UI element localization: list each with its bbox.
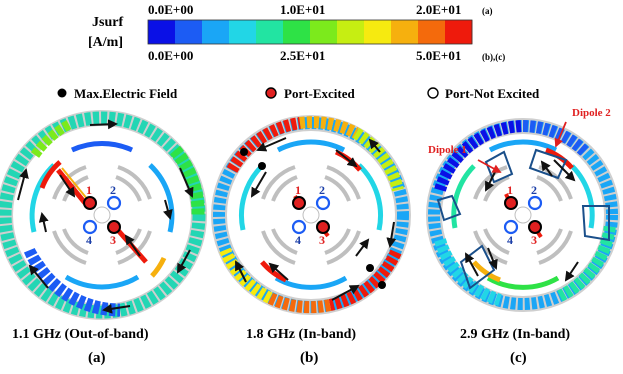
panel-caption: 1.1 GHz (Out-of-band) (12, 327, 149, 342)
legend-port-not-excited: Port-Not Excited (445, 86, 540, 101)
port-label-3: 3 (110, 233, 116, 247)
port-label-2: 2 (110, 183, 116, 197)
port-2 (106, 195, 122, 211)
colorbar-swatch (364, 20, 392, 44)
legend: Max.Electric Field Port-Excited Port-Not… (57, 86, 540, 101)
port-label-3: 3 (531, 233, 537, 247)
colorbar-frame (147, 19, 473, 45)
port-4 (82, 219, 98, 235)
colorbar-swatch (418, 20, 446, 44)
colorbar-bottom-tick-2: 5.0E+01 (416, 48, 461, 63)
colorbar-bottom-tick-0: 0.0E+00 (148, 48, 193, 63)
port-3 (107, 220, 121, 234)
dipole-2-label: Dipole 2 (572, 107, 611, 119)
port-label-4: 4 (86, 233, 92, 247)
colorbar-top-tick-1: 1.0E+01 (280, 2, 325, 17)
colorbar-top-applies: (a) (482, 6, 493, 16)
port-label-2: 2 (319, 183, 325, 197)
dipole-pointers (477, 121, 567, 173)
dipole-1-label: Dipole 1 (428, 144, 467, 156)
panel-c: Dipole 1 Dipole 2 1 2 3 4 2.9 GHz (In-ba… (426, 107, 620, 366)
port-label-2: 2 (531, 183, 537, 197)
port-label-3: 3 (319, 233, 325, 247)
colorbar-bottom-tick-1: 2.5E+01 (280, 48, 325, 63)
max-field-marker-icon (57, 88, 67, 98)
idle-port-marker-icon (427, 87, 439, 99)
port-3 (528, 220, 542, 234)
port-label-4: 4 (507, 233, 513, 247)
panel-a: 1 2 3 4 1.1 GHz (Out-of-band) (a) (0, 110, 207, 366)
legend-port-excited: Port-Excited (284, 86, 356, 101)
colorbar-swatch (283, 20, 311, 44)
port-2 (527, 195, 543, 211)
colorbar-swatch (229, 20, 257, 44)
colorbar-swatch (256, 20, 284, 44)
colorbar-top-tick-0: 0.0E+00 (148, 2, 193, 17)
port-4 (503, 219, 519, 235)
colorbar-swatch (391, 20, 419, 44)
colorbar-quantity: Jsurf (92, 15, 123, 30)
panel-letter: (b) (300, 350, 318, 366)
colorbar-swatches (148, 20, 473, 44)
colorbar-swatch (310, 20, 338, 44)
colorbar-unit: [A/m] (88, 35, 123, 50)
panel-caption: 1.8 GHz (In-band) (246, 327, 356, 342)
colorbar-swatch (202, 20, 230, 44)
colorbar-swatch (337, 20, 365, 44)
colorbar-swatch (148, 20, 176, 44)
port-2 (315, 195, 331, 211)
port-label-1: 1 (86, 183, 92, 197)
panel-letter: (c) (510, 350, 527, 366)
colorbar-swatch (175, 20, 203, 44)
colorbar: Jsurf [A/m] 0.0E+00 1.0E+01 2.0E+01 (a) … (88, 2, 505, 63)
port-label-1: 1 (507, 183, 513, 197)
excited-port-marker-icon (265, 87, 277, 99)
panel-b: 1 2 3 4 1.8 GHz (In-band) (b) (211, 115, 411, 366)
panel-caption: 2.9 GHz (In-band) (460, 327, 570, 342)
colorbar-bottom-applies: (b),(c) (482, 52, 505, 62)
port-1 (504, 196, 518, 210)
port-1 (83, 196, 97, 210)
port-4 (291, 219, 307, 235)
port-1 (292, 196, 306, 210)
colorbar-swatch (445, 20, 473, 44)
legend-max-field: Max.Electric Field (74, 86, 178, 101)
port-label-4: 4 (295, 233, 301, 247)
colorbar-top-tick-2: 2.0E+01 (416, 2, 461, 17)
port-label-1: 1 (295, 183, 301, 197)
port-3 (316, 220, 330, 234)
max-field-point (240, 148, 248, 156)
panel-letter: (a) (88, 350, 106, 366)
current-arrows (17, 119, 194, 314)
